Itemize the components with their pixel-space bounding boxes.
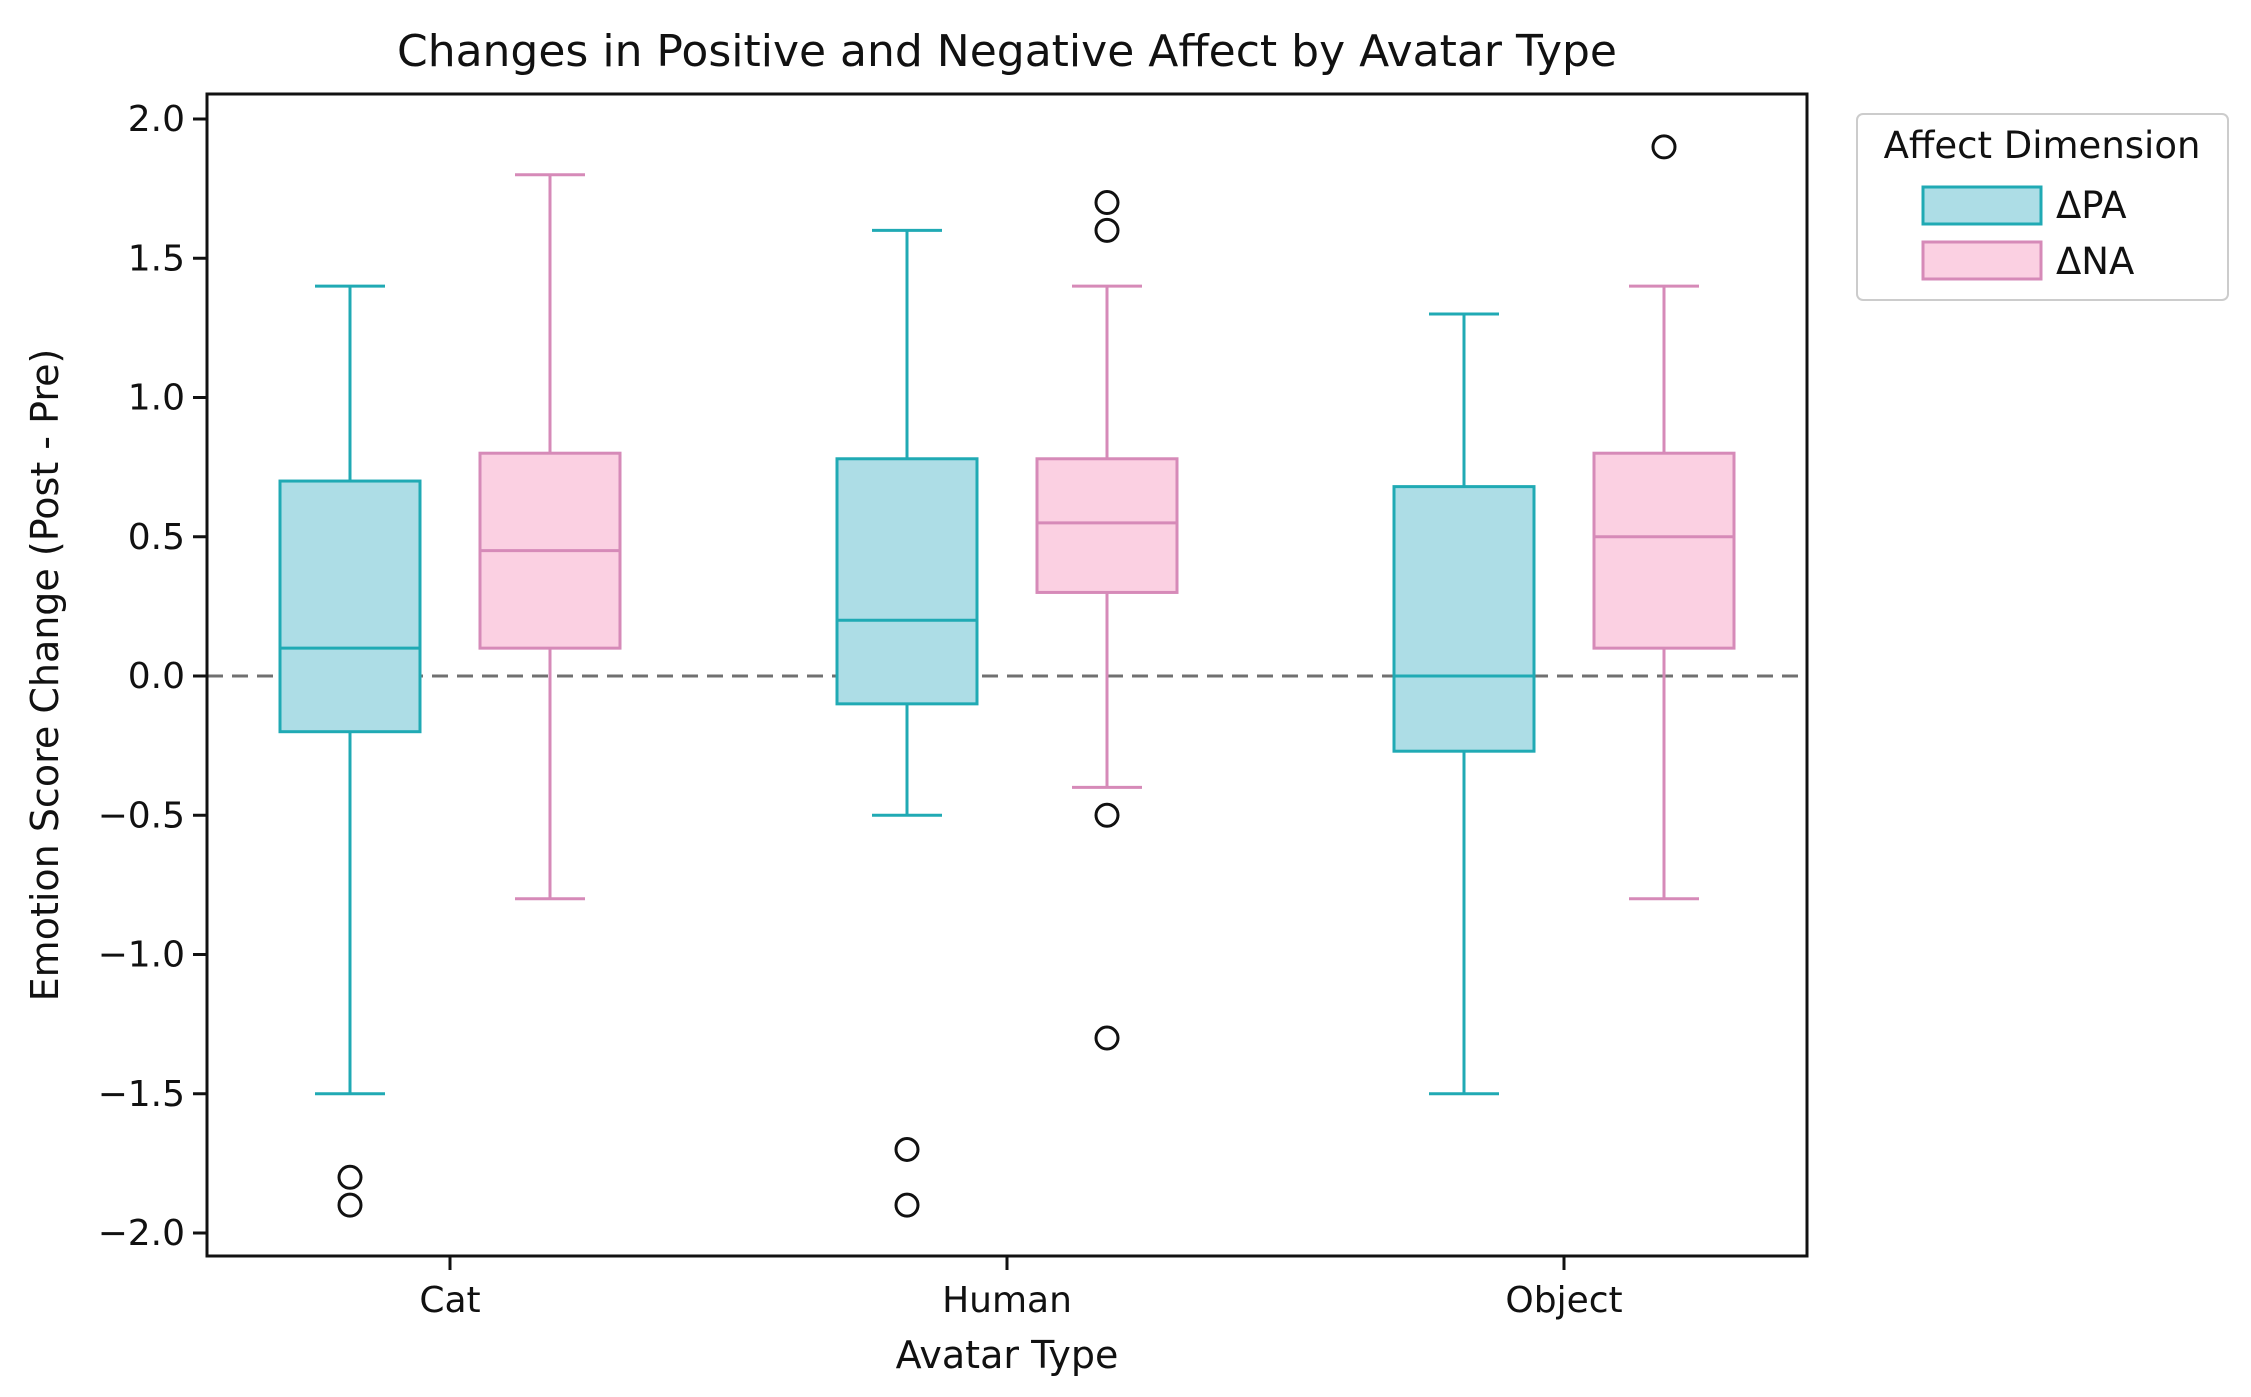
outlier-point <box>337 1164 363 1190</box>
y-tick-label: −0.5 <box>98 795 185 836</box>
legend-title: Affect Dimension <box>1884 124 2201 167</box>
legend-swatch-na <box>1921 240 2043 281</box>
y-axis-label: Emotion Score Change (Post - Pre) <box>23 349 67 1002</box>
box-na-object <box>1592 134 1736 901</box>
outlier-point <box>1651 134 1677 160</box>
y-tick-label: 2.0 <box>128 99 185 140</box>
y-tick-label: −1.5 <box>98 1074 185 1115</box>
box-pa-object <box>1392 312 1536 1096</box>
chart-title: Changes in Positive and Negative Affect … <box>397 26 1617 77</box>
outlier-point <box>1094 217 1120 243</box>
x-tick-label: Human <box>942 1280 1072 1321</box>
box-pa-cat <box>278 284 422 1218</box>
legend-label-pa: ΔPA <box>2056 184 2127 227</box>
plot-frame <box>205 92 1809 1258</box>
iqr-box <box>1035 457 1179 594</box>
outlier-point <box>894 1136 920 1162</box>
y-tick-label: −1.0 <box>98 935 185 976</box>
y-tick-label: 1.0 <box>128 378 185 419</box>
outlier-point <box>894 1192 920 1218</box>
iqr-box <box>1592 451 1736 650</box>
iqr-box <box>835 457 979 706</box>
x-tick-label: Object <box>1505 1280 1622 1321</box>
y-tick-label: −2.0 <box>98 1213 185 1254</box>
box-pa-human <box>835 228 979 1218</box>
y-tick-label: 0.0 <box>128 656 185 697</box>
box-na-human <box>1035 190 1179 1051</box>
y-tick-label: 0.5 <box>128 517 185 558</box>
x-axis-label: Avatar Type <box>896 1333 1119 1377</box>
outlier-point <box>337 1192 363 1218</box>
iqr-box <box>278 479 422 734</box>
outlier-point <box>1094 190 1120 216</box>
box-na-cat <box>478 173 622 901</box>
legend-label-na: ΔNA <box>2056 240 2134 283</box>
plot-area: 2.0 1.5 1.0 0.5 0.0 −0.5 −1.0 −1.5 −2.0 Cat Human O… <box>98 99 1807 1321</box>
outlier-point <box>1094 802 1120 828</box>
legend-swatch-pa <box>1921 185 2043 226</box>
legend: Affect Dimension ΔPA ΔNA <box>1856 113 2229 301</box>
y-tick-label: 1.5 <box>128 238 185 279</box>
iqr-box <box>1392 485 1536 753</box>
outlier-point <box>1094 1025 1120 1051</box>
x-tick-label: Cat <box>419 1280 480 1321</box>
